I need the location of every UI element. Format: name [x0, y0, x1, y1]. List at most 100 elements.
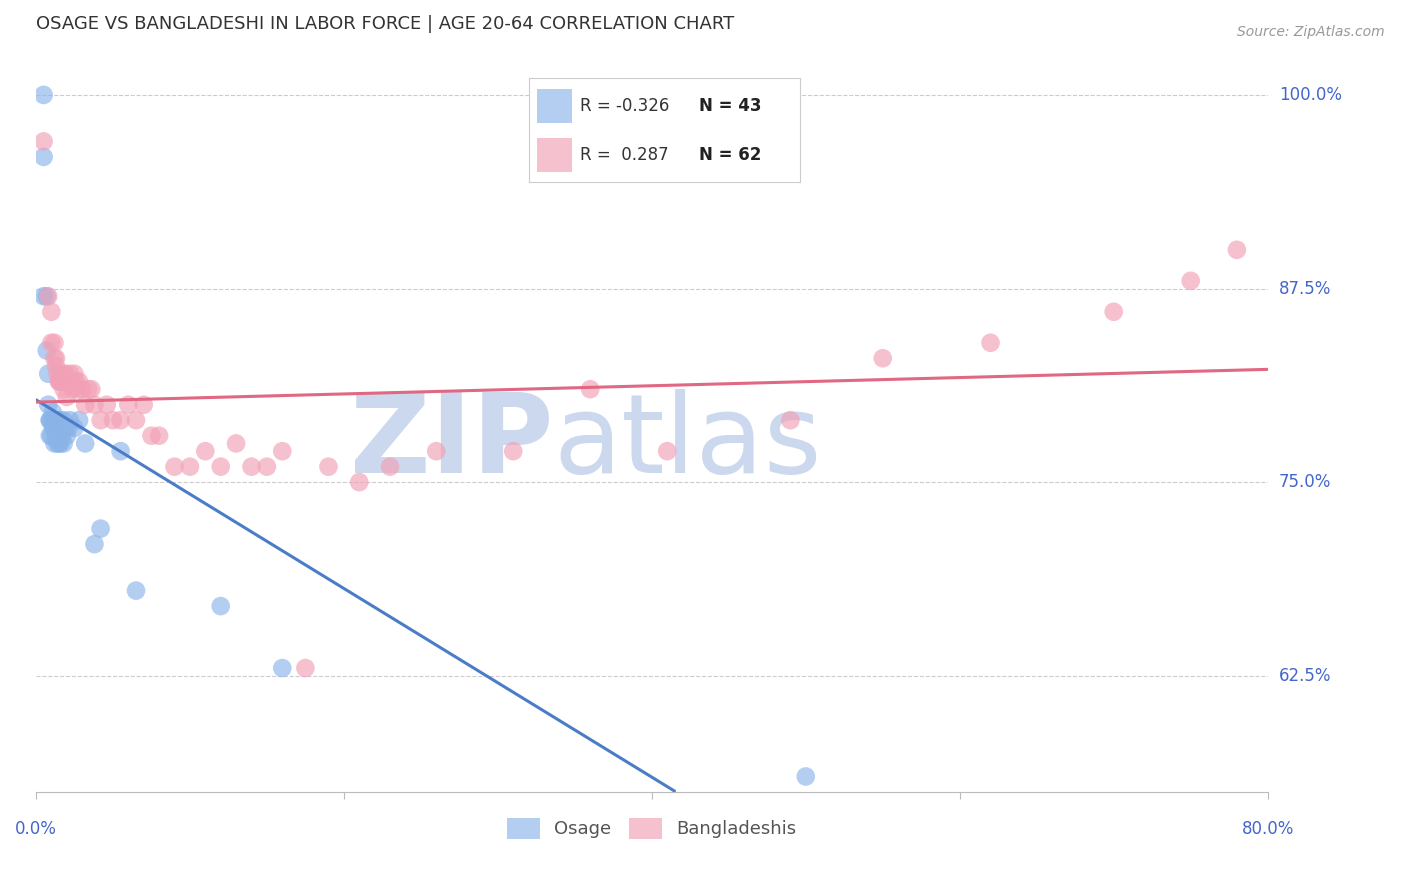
- Text: 100.0%: 100.0%: [1279, 86, 1341, 103]
- Point: [70, 382, 93, 396]
- Point: [60, 375, 83, 389]
- Point: [52, 375, 75, 389]
- Point: [77, 382, 100, 396]
- Point: [32, 289, 55, 303]
- Point: [80, 382, 103, 396]
- Point: [294, 661, 316, 675]
- Point: [256, 459, 278, 474]
- Point: [38, 428, 60, 442]
- Text: 0.0%: 0.0%: [15, 820, 56, 838]
- Point: [657, 444, 679, 458]
- Point: [349, 475, 371, 490]
- Point: [41, 413, 63, 427]
- Point: [194, 444, 217, 458]
- Point: [1180, 274, 1202, 288]
- Point: [45, 413, 67, 427]
- Point: [59, 367, 82, 381]
- Point: [55, 428, 77, 442]
- Point: [318, 459, 340, 474]
- Point: [132, 398, 155, 412]
- Point: [49, 436, 72, 450]
- Point: [502, 444, 524, 458]
- Point: [37, 398, 59, 412]
- Point: [44, 421, 66, 435]
- Point: [48, 375, 70, 389]
- Point: [52, 382, 75, 396]
- Point: [794, 769, 817, 783]
- Text: 80.0%: 80.0%: [1241, 820, 1294, 838]
- Point: [49, 413, 72, 427]
- Point: [37, 367, 59, 381]
- Point: [45, 351, 67, 366]
- Point: [51, 428, 73, 442]
- Point: [35, 343, 58, 358]
- Point: [209, 459, 232, 474]
- Point: [240, 459, 263, 474]
- Point: [148, 428, 170, 442]
- Point: [63, 367, 86, 381]
- Point: [75, 436, 97, 450]
- Point: [32, 135, 55, 149]
- Point: [38, 413, 60, 427]
- Point: [38, 413, 60, 427]
- Point: [872, 351, 894, 366]
- Point: [46, 413, 69, 427]
- Point: [117, 398, 139, 412]
- Point: [53, 367, 76, 381]
- Point: [63, 421, 86, 435]
- Point: [59, 413, 82, 427]
- Point: [48, 375, 70, 389]
- Point: [66, 382, 89, 396]
- Point: [65, 375, 87, 389]
- Point: [90, 413, 112, 427]
- Point: [49, 421, 72, 435]
- Point: [141, 428, 163, 442]
- Point: [48, 436, 70, 450]
- Text: atlas: atlas: [554, 389, 821, 496]
- Point: [62, 382, 84, 396]
- Point: [42, 421, 65, 435]
- Point: [67, 413, 90, 427]
- Point: [44, 436, 66, 450]
- Text: Source: ZipAtlas.com: Source: ZipAtlas.com: [1237, 25, 1385, 39]
- Point: [32, 150, 55, 164]
- Point: [44, 351, 66, 366]
- Point: [779, 413, 801, 427]
- Point: [53, 421, 76, 435]
- Point: [49, 375, 72, 389]
- Point: [163, 459, 186, 474]
- Point: [35, 289, 58, 303]
- Point: [110, 444, 132, 458]
- Point: [271, 444, 294, 458]
- Point: [96, 398, 118, 412]
- Point: [1102, 305, 1125, 319]
- Legend: Osage, Bangladeshis: Osage, Bangladeshis: [501, 811, 804, 847]
- Point: [90, 522, 112, 536]
- Point: [48, 421, 70, 435]
- Point: [46, 367, 69, 381]
- Point: [271, 661, 294, 675]
- Point: [42, 405, 65, 419]
- Point: [49, 375, 72, 389]
- Point: [83, 537, 105, 551]
- Point: [179, 459, 201, 474]
- Point: [110, 413, 132, 427]
- Point: [45, 428, 67, 442]
- Point: [83, 398, 105, 412]
- Text: OSAGE VS BANGLADESHI IN LABOR FORCE | AGE 20-64 CORRELATION CHART: OSAGE VS BANGLADESHI IN LABOR FORCE | AG…: [37, 15, 734, 33]
- Point: [52, 436, 75, 450]
- Point: [425, 444, 447, 458]
- Point: [41, 335, 63, 350]
- Text: 62.5%: 62.5%: [1279, 667, 1331, 685]
- Point: [1226, 243, 1249, 257]
- Point: [52, 413, 75, 427]
- Point: [46, 436, 69, 450]
- Point: [980, 335, 1002, 350]
- Point: [45, 359, 67, 373]
- Point: [225, 436, 247, 450]
- Point: [125, 413, 148, 427]
- Point: [209, 599, 232, 613]
- Point: [101, 413, 124, 427]
- Point: [58, 421, 80, 435]
- Text: 87.5%: 87.5%: [1279, 279, 1331, 298]
